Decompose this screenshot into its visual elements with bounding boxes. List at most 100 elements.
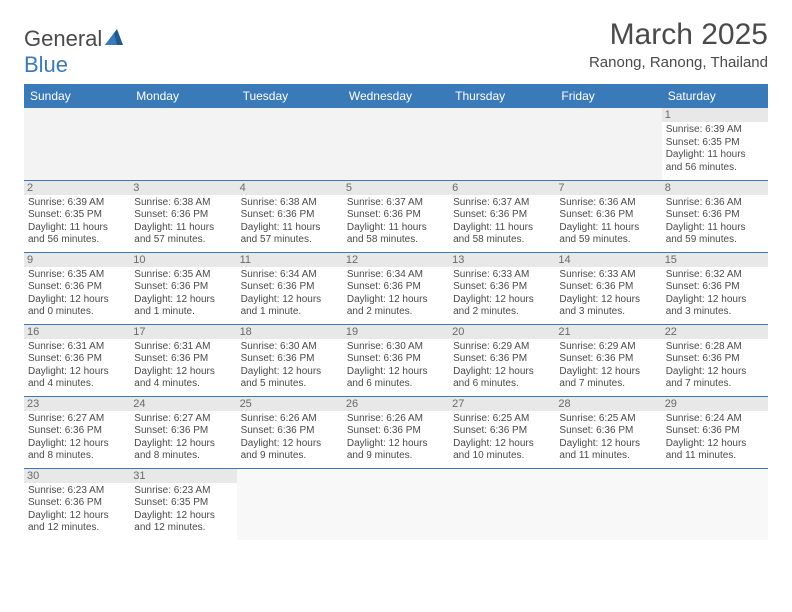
- empty-cell: [130, 108, 236, 180]
- day-number: 25: [237, 397, 343, 411]
- day-cell-21: 21Sunrise: 6:29 AMSunset: 6:36 PMDayligh…: [555, 324, 661, 396]
- day-number: 10: [130, 253, 236, 267]
- day-info: Sunrise: 6:28 AMSunset: 6:36 PMDaylight:…: [666, 341, 764, 391]
- day-info: Sunrise: 6:39 AMSunset: 6:35 PMDaylight:…: [28, 197, 126, 247]
- day-info: Sunrise: 6:26 AMSunset: 6:36 PMDaylight:…: [241, 413, 339, 463]
- day-cell-3: 3Sunrise: 6:38 AMSunset: 6:36 PMDaylight…: [130, 180, 236, 252]
- day-number: 30: [24, 469, 130, 483]
- day-cell-2: 2 Sunrise: 6:39 AMSunset: 6:35 PMDaylight…: [24, 180, 130, 252]
- calendar-table: SundayMondayTuesdayWednesdayThursdayFrid…: [24, 84, 768, 540]
- logo-sail-icon: [104, 28, 124, 46]
- logo-text-1: General: [24, 26, 102, 51]
- day-cell-1: 1 Sunrise: 6:39 AMSunset: 6:35 PMDaylight…: [662, 108, 768, 180]
- day-number: 18: [237, 325, 343, 339]
- day-info: Sunrise: 6:34 AMSunset: 6:36 PMDaylight:…: [241, 269, 339, 319]
- weekday-friday: Friday: [555, 84, 661, 108]
- day-cell-10: 10 Sunrise: 6:35 AMSunset: 6:36 PMDayligh…: [130, 252, 236, 324]
- empty-cell: [449, 108, 555, 180]
- day-cell-12: 12 Sunrise: 6:34 AMSunset: 6:36 PMDayligh…: [343, 252, 449, 324]
- day-number: 17: [130, 325, 236, 339]
- day-cell-15: 15 Sunrise: 6:32 AMSunset: 6:36 PMDayligh…: [662, 252, 768, 324]
- day-cell-8: 8 Sunrise: 6:36 AMSunset: 6:36 PMDaylight…: [662, 180, 768, 252]
- day-cell-17: 17 Sunrise: 6:31 AMSunset: 6:36 PMDayligh…: [130, 324, 236, 396]
- day-cell-24: 24 Sunrise: 6:27 AMSunset: 6:36 PMDayligh…: [130, 396, 236, 468]
- day-info: Sunrise: 6:25 AMSunset: 6:36 PMDaylight:…: [453, 413, 551, 463]
- day-cell-23: 23Sunrise: 6:27 AMSunset: 6:36 PMDayligh…: [24, 396, 130, 468]
- day-number: 31: [130, 469, 236, 483]
- day-number: 13: [449, 253, 555, 267]
- day-cell-27: 27 Sunrise: 6:25 AMSunset: 6:36 PMDayligh…: [449, 396, 555, 468]
- day-number: 24: [130, 397, 236, 411]
- day-cell-22: 22 Sunrise: 6:28 AMSunset: 6:36 PMDayligh…: [662, 324, 768, 396]
- empty-cell: [343, 468, 449, 540]
- day-number: 29: [662, 397, 768, 411]
- day-number: 11: [237, 253, 343, 267]
- day-info: Sunrise: 6:35 AMSunset: 6:36 PMDaylight:…: [28, 269, 126, 319]
- day-number: 16: [24, 325, 130, 339]
- empty-cell: [555, 468, 661, 540]
- day-cell-26: 26Sunrise: 6:26 AMSunset: 6:36 PMDayligh…: [343, 396, 449, 468]
- day-info: Sunrise: 6:38 AMSunset: 6:36 PMDaylight:…: [134, 197, 232, 247]
- weekday-tuesday: Tuesday: [237, 84, 343, 108]
- weekday-wednesday: Wednesday: [343, 84, 449, 108]
- day-number: 28: [555, 397, 661, 411]
- day-cell-20: 20 Sunrise: 6:29 AMSunset: 6:36 PMDayligh…: [449, 324, 555, 396]
- weekday-saturday: Saturday: [662, 84, 768, 108]
- day-number: 14: [555, 253, 661, 267]
- day-info: Sunrise: 6:35 AMSunset: 6:36 PMDaylight:…: [134, 269, 232, 319]
- calendar-row: 2 Sunrise: 6:39 AMSunset: 6:35 PMDaylight…: [24, 180, 768, 252]
- day-info: Sunrise: 6:37 AMSunset: 6:36 PMDaylight:…: [453, 197, 551, 247]
- day-info: Sunrise: 6:27 AMSunset: 6:36 PMDaylight:…: [28, 413, 126, 463]
- day-cell-29: 29Sunrise: 6:24 AMSunset: 6:36 PMDayligh…: [662, 396, 768, 468]
- page-subtitle: Ranong, Ranong, Thailand: [589, 54, 768, 71]
- calendar-row: 1 Sunrise: 6:39 AMSunset: 6:35 PMDaylight…: [24, 108, 768, 180]
- day-info: Sunrise: 6:32 AMSunset: 6:36 PMDaylight:…: [666, 269, 764, 319]
- day-info: Sunrise: 6:29 AMSunset: 6:36 PMDaylight:…: [453, 341, 551, 391]
- day-cell-18: 18Sunrise: 6:30 AMSunset: 6:36 PMDayligh…: [237, 324, 343, 396]
- day-info: Sunrise: 6:23 AMSunset: 6:35 PMDaylight:…: [134, 485, 232, 535]
- empty-cell: [555, 108, 661, 180]
- day-info: Sunrise: 6:31 AMSunset: 6:36 PMDaylight:…: [134, 341, 232, 391]
- calendar-row: 9Sunrise: 6:35 AMSunset: 6:36 PMDaylight…: [24, 252, 768, 324]
- day-cell-11: 11 Sunrise: 6:34 AMSunset: 6:36 PMDayligh…: [237, 252, 343, 324]
- day-info: Sunrise: 6:39 AMSunset: 6:35 PMDaylight:…: [666, 124, 764, 174]
- calendar-row: 30Sunrise: 6:23 AMSunset: 6:36 PMDayligh…: [24, 468, 768, 540]
- day-info: Sunrise: 6:29 AMSunset: 6:36 PMDaylight:…: [559, 341, 657, 391]
- day-info: Sunrise: 6:30 AMSunset: 6:36 PMDaylight:…: [347, 341, 445, 391]
- day-number: 20: [449, 325, 555, 339]
- day-cell-30: 30Sunrise: 6:23 AMSunset: 6:36 PMDayligh…: [24, 468, 130, 540]
- day-cell-13: 13Sunrise: 6:33 AMSunset: 6:36 PMDayligh…: [449, 252, 555, 324]
- day-info: Sunrise: 6:26 AMSunset: 6:36 PMDaylight:…: [347, 413, 445, 463]
- weekday-thursday: Thursday: [449, 84, 555, 108]
- day-number: 1: [662, 108, 768, 122]
- day-cell-14: 14Sunrise: 6:33 AMSunset: 6:36 PMDayligh…: [555, 252, 661, 324]
- day-number: 7: [555, 181, 661, 195]
- day-number: 2: [24, 181, 130, 195]
- day-info: Sunrise: 6:36 AMSunset: 6:36 PMDaylight:…: [666, 197, 764, 247]
- day-number: 4: [237, 181, 343, 195]
- day-number: 22: [662, 325, 768, 339]
- page-title: March 2025: [589, 18, 768, 52]
- day-cell-9: 9Sunrise: 6:35 AMSunset: 6:36 PMDaylight…: [24, 252, 130, 324]
- logo-text-2: Blue: [24, 52, 68, 77]
- day-info: Sunrise: 6:31 AMSunset: 6:36 PMDaylight:…: [28, 341, 126, 391]
- day-info: Sunrise: 6:36 AMSunset: 6:36 PMDaylight:…: [559, 197, 657, 247]
- day-number: 8: [662, 181, 768, 195]
- empty-cell: [449, 468, 555, 540]
- day-cell-25: 25 Sunrise: 6:26 AMSunset: 6:36 PMDayligh…: [237, 396, 343, 468]
- day-cell-7: 7 Sunrise: 6:36 AMSunset: 6:36 PMDaylight…: [555, 180, 661, 252]
- day-number: 27: [449, 397, 555, 411]
- header: GeneralBlue March 2025 Ranong, Ranong, T…: [24, 18, 768, 78]
- day-number: 12: [343, 253, 449, 267]
- calendar-row: 16 Sunrise: 6:31 AMSunset: 6:36 PMDayligh…: [24, 324, 768, 396]
- title-block: March 2025 Ranong, Ranong, Thailand: [589, 18, 768, 71]
- day-info: Sunrise: 6:37 AMSunset: 6:36 PMDaylight:…: [347, 197, 445, 247]
- calendar-body: 1 Sunrise: 6:39 AMSunset: 6:35 PMDaylight…: [24, 108, 768, 540]
- day-info: Sunrise: 6:34 AMSunset: 6:36 PMDaylight:…: [347, 269, 445, 319]
- day-info: Sunrise: 6:25 AMSunset: 6:36 PMDaylight:…: [559, 413, 657, 463]
- day-info: Sunrise: 6:27 AMSunset: 6:36 PMDaylight:…: [134, 413, 232, 463]
- day-cell-19: 19Sunrise: 6:30 AMSunset: 6:36 PMDayligh…: [343, 324, 449, 396]
- empty-cell: [237, 468, 343, 540]
- day-number: 5: [343, 181, 449, 195]
- day-number: 15: [662, 253, 768, 267]
